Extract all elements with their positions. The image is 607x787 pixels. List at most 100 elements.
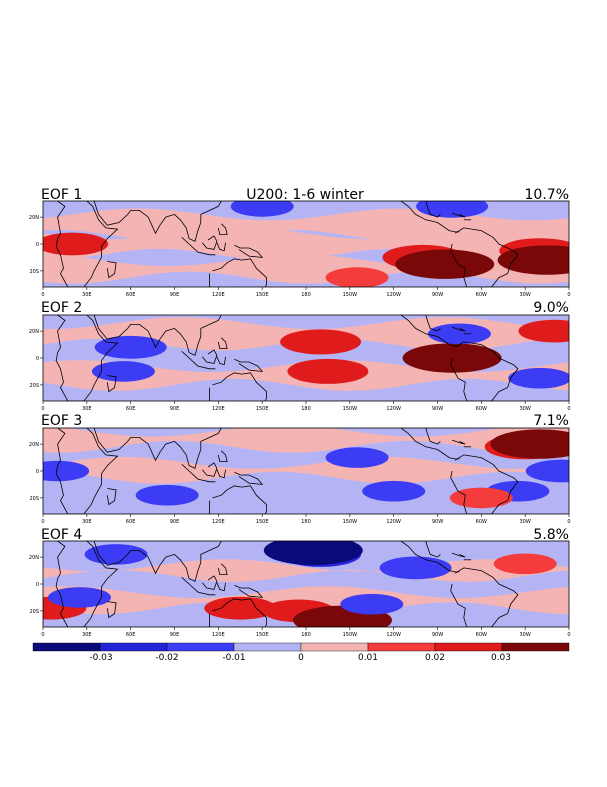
coastline [209,598,267,627]
anomaly-centre [340,593,404,615]
coastline [106,488,117,506]
x-tick-label: 150W [343,519,358,525]
x-tick-label: 60E [126,292,136,298]
coastline [450,454,519,514]
anomaly-centre [325,267,389,287]
coastline [217,337,228,349]
coastline [201,575,218,590]
coastline [425,201,441,218]
y-tick-label: 0 [36,356,39,362]
x-tick-label: 30E [82,632,92,638]
coastline [209,485,267,514]
y-tick-label: 20S [29,269,39,275]
coastline [216,242,226,252]
x-tick-label: 90W [432,406,443,412]
x-tick-label: 90W [432,292,443,298]
x-tick-label: 30E [82,292,92,298]
eof-panels: 0 30E 60E 90E 120E 150E 180 150W 120W 90W 60W 30W 0 2… [29,200,571,638]
coastline [400,428,460,460]
coastline [425,315,441,332]
coastline [201,235,218,250]
y-tick-label: 20N [29,329,39,335]
colorbar-label: 0.01 [358,653,378,663]
x-tick-label: 150W [343,292,358,298]
anomaly-centre [493,553,557,575]
panel-4-label: EOF 4 [41,527,82,543]
coastline [181,577,216,596]
colorbar-segment [300,642,369,652]
anomaly-centre [508,367,569,389]
coastline [106,375,117,393]
coastline [234,244,264,258]
x-tick-label: 30W [520,519,531,525]
coastline [181,237,216,256]
x-tick-label: 150E [256,519,269,525]
x-tick-label: 180 [301,292,311,298]
coastline [55,315,119,401]
y-tick-label: 20S [29,496,39,502]
panel-4-variance: 5.8% [533,527,569,543]
coastline [451,552,466,558]
coastline [450,567,519,627]
x-tick-label: 0 [41,292,44,298]
x-tick-label: 120E [212,292,225,298]
anomaly-centre [518,319,569,343]
anomaly-band [43,254,569,284]
coastline [400,315,460,347]
x-tick-label: 60W [476,632,487,638]
coastline [106,261,117,279]
x-tick-label: 30E [82,519,92,525]
x-tick-label: 0 [567,406,570,412]
y-tick-label: 20N [29,442,39,448]
colorbar-segment [434,642,503,652]
x-tick-label: 180 [301,632,311,638]
x-tick-label: 120W [386,292,401,298]
colorbar-segment [99,642,168,652]
anomaly-band [43,457,569,484]
anomaly-centre [280,329,362,355]
coastline [217,450,228,462]
x-tick-label: 0 [41,519,44,525]
y-tick-label: 20S [29,383,39,389]
anomaly-centre [135,484,199,506]
coastline [209,258,267,287]
coastline [425,541,441,558]
eof-panel-2: 0 30E 60E 90E 120E 150E 180 150W 120W 90W 60W 30W 0 2… [29,314,571,412]
coastline [450,227,519,287]
y-tick-label: 0 [36,242,39,248]
anomaly-centre [379,556,452,580]
panel-3-variance: 7.1% [533,413,569,429]
x-tick-label: 90E [170,406,180,412]
figure-title: U200: 1-6 winter [246,187,364,203]
coastline [181,351,216,370]
coastline [216,469,226,479]
colorbar-label: 0.03 [491,653,511,663]
x-tick-label: 120E [212,632,225,638]
coastline [55,428,119,514]
x-tick-label: 180 [301,406,311,412]
colorbar-segment [32,642,101,652]
coastline [201,462,218,477]
coastline [93,315,222,356]
x-tick-label: 90E [170,632,180,638]
x-tick-label: 90E [170,292,180,298]
panel-1-variance: 10.7% [525,187,569,203]
anomaly-band [43,428,569,453]
x-tick-label: 150E [256,292,269,298]
x-tick-label: 60E [126,406,136,412]
coastline [93,428,222,469]
anomaly-centre [325,447,389,468]
colorbar-segment [367,642,436,652]
x-tick-label: 120W [386,406,401,412]
y-tick-label: 20N [29,555,39,561]
x-tick-label: 150E [256,406,269,412]
x-tick-label: 150E [256,632,269,638]
coastline [400,541,460,573]
anomaly-centre [48,587,111,608]
colorbar-labels: -0.03 -0.02 -0.01 0 0.01 0.02 0.03 [89,653,511,663]
x-tick-label: 150W [343,406,358,412]
coastline [450,341,519,401]
x-tick-label: 120E [212,519,225,525]
x-tick-label: 90W [432,519,443,525]
